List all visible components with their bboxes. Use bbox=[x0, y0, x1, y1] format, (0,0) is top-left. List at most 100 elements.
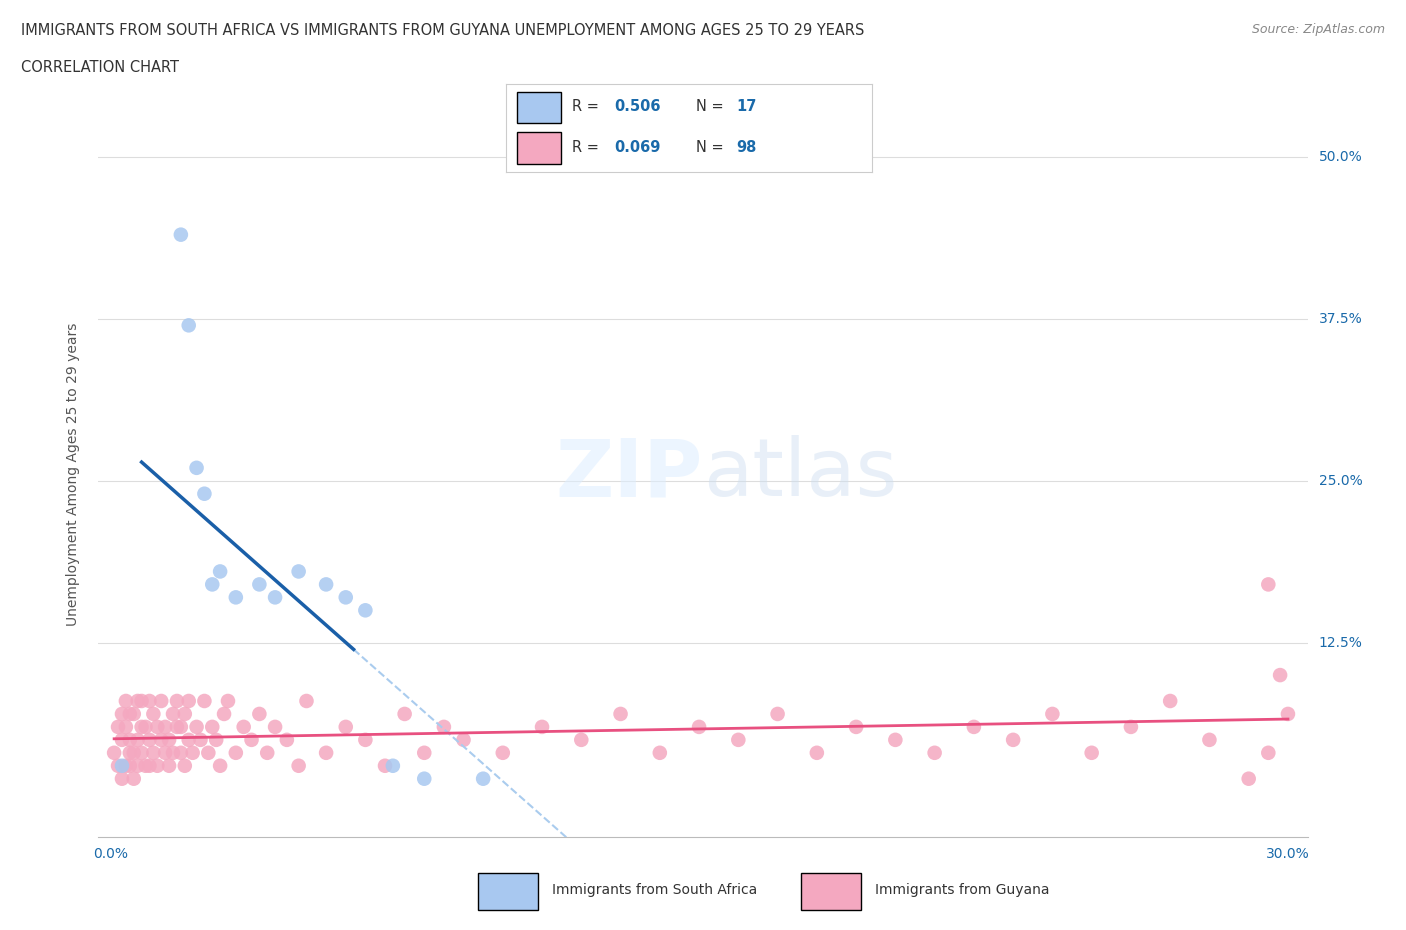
Point bbox=[107, 758, 129, 773]
Point bbox=[433, 720, 456, 735]
Point bbox=[884, 733, 907, 748]
Point bbox=[127, 733, 149, 748]
Point bbox=[209, 564, 232, 578]
FancyBboxPatch shape bbox=[801, 873, 860, 910]
Point bbox=[1042, 707, 1064, 722]
Point bbox=[135, 720, 157, 735]
Point bbox=[264, 590, 287, 604]
Point bbox=[727, 733, 749, 748]
Point bbox=[453, 733, 475, 748]
Point bbox=[115, 694, 138, 709]
Point bbox=[264, 720, 287, 735]
Point bbox=[170, 745, 193, 760]
Point bbox=[648, 745, 671, 760]
Text: ZIP: ZIP bbox=[555, 435, 703, 513]
Point bbox=[256, 745, 278, 760]
Point bbox=[162, 745, 184, 760]
Point bbox=[150, 694, 173, 709]
Point bbox=[315, 577, 337, 591]
Text: Immigrants from South Africa: Immigrants from South Africa bbox=[551, 884, 756, 897]
Point bbox=[173, 758, 195, 773]
Point bbox=[186, 720, 208, 735]
Point bbox=[472, 771, 495, 786]
Point bbox=[1237, 771, 1260, 786]
Point bbox=[127, 694, 149, 709]
Text: R =: R = bbox=[572, 140, 603, 155]
Point bbox=[806, 745, 828, 760]
Text: IMMIGRANTS FROM SOUTH AFRICA VS IMMIGRANTS FROM GUYANA UNEMPLOYMENT AMONG AGES 2: IMMIGRANTS FROM SOUTH AFRICA VS IMMIGRAN… bbox=[21, 23, 865, 38]
Point bbox=[1002, 733, 1025, 748]
Point bbox=[177, 733, 200, 748]
Point bbox=[122, 771, 145, 786]
Point bbox=[142, 745, 165, 760]
Point bbox=[157, 733, 180, 748]
Point bbox=[118, 745, 141, 760]
FancyBboxPatch shape bbox=[517, 132, 561, 164]
Point bbox=[688, 720, 710, 735]
Point bbox=[287, 758, 309, 773]
Text: N =: N = bbox=[696, 140, 728, 155]
Point bbox=[111, 771, 134, 786]
Point bbox=[287, 564, 309, 578]
Point bbox=[111, 733, 134, 748]
Point bbox=[131, 694, 153, 709]
Point bbox=[138, 733, 160, 748]
Point bbox=[118, 707, 141, 722]
Text: atlas: atlas bbox=[703, 435, 897, 513]
Point bbox=[157, 758, 180, 773]
Text: 17: 17 bbox=[737, 100, 756, 114]
Point bbox=[131, 720, 153, 735]
Text: 25.0%: 25.0% bbox=[1319, 473, 1362, 487]
Point bbox=[162, 707, 184, 722]
Point bbox=[1198, 733, 1220, 748]
Text: 98: 98 bbox=[737, 140, 756, 155]
Point bbox=[609, 707, 631, 722]
Point bbox=[190, 733, 212, 748]
Point bbox=[170, 720, 193, 735]
Point bbox=[225, 745, 247, 760]
Text: R =: R = bbox=[572, 100, 603, 114]
Point bbox=[247, 577, 270, 591]
Point bbox=[1257, 577, 1279, 591]
Point bbox=[127, 758, 149, 773]
Point bbox=[111, 707, 134, 722]
Point bbox=[107, 720, 129, 735]
Point bbox=[146, 720, 169, 735]
Point bbox=[569, 733, 592, 748]
Point bbox=[135, 758, 157, 773]
Y-axis label: Unemployment Among Ages 25 to 29 years: Unemployment Among Ages 25 to 29 years bbox=[66, 323, 80, 626]
Text: Immigrants from Guyana: Immigrants from Guyana bbox=[875, 884, 1050, 897]
Point bbox=[354, 733, 377, 748]
Point bbox=[197, 745, 219, 760]
Point bbox=[1268, 668, 1291, 683]
Point bbox=[1257, 745, 1279, 760]
Text: N =: N = bbox=[696, 100, 728, 114]
Point bbox=[394, 707, 416, 722]
Point bbox=[413, 771, 436, 786]
Point bbox=[146, 758, 169, 773]
Point bbox=[335, 590, 357, 604]
Point bbox=[103, 745, 125, 760]
Text: 50.0%: 50.0% bbox=[1319, 150, 1362, 164]
Point bbox=[217, 694, 239, 709]
Point bbox=[142, 707, 165, 722]
Point bbox=[335, 720, 357, 735]
Point bbox=[193, 486, 215, 501]
Point bbox=[492, 745, 515, 760]
Point bbox=[115, 758, 138, 773]
Text: 37.5%: 37.5% bbox=[1319, 312, 1362, 326]
Point bbox=[118, 733, 141, 748]
Text: 12.5%: 12.5% bbox=[1319, 636, 1362, 650]
Point bbox=[150, 733, 173, 748]
Point bbox=[131, 745, 153, 760]
FancyBboxPatch shape bbox=[478, 873, 538, 910]
Point bbox=[1159, 694, 1181, 709]
Point bbox=[1119, 720, 1142, 735]
Point bbox=[173, 707, 195, 722]
Point bbox=[315, 745, 337, 760]
Point bbox=[115, 720, 138, 735]
Point bbox=[177, 694, 200, 709]
Point bbox=[413, 745, 436, 760]
Point bbox=[111, 758, 134, 773]
Point bbox=[170, 227, 193, 242]
